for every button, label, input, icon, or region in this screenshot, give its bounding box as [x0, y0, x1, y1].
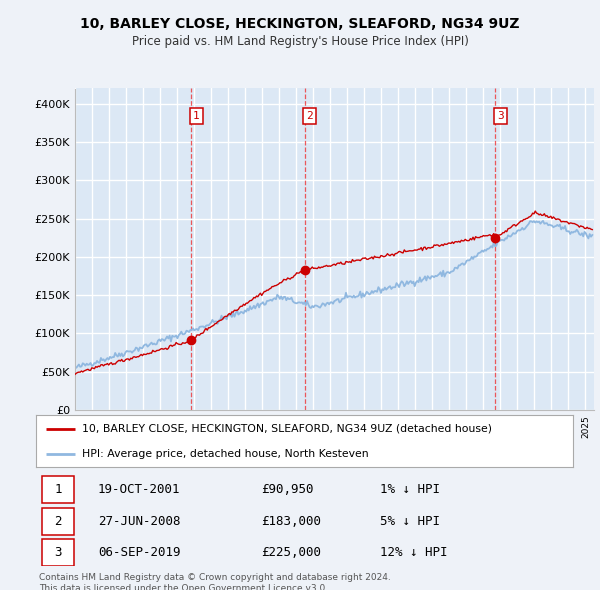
Text: HPI: Average price, detached house, North Kesteven: HPI: Average price, detached house, Nort… [82, 449, 368, 459]
Text: 3: 3 [54, 546, 62, 559]
Text: 1: 1 [193, 111, 200, 121]
Text: 19-OCT-2001: 19-OCT-2001 [98, 483, 180, 496]
Text: 27-JUN-2008: 27-JUN-2008 [98, 514, 180, 527]
FancyBboxPatch shape [43, 539, 74, 566]
Text: 3: 3 [497, 111, 504, 121]
Text: 10, BARLEY CLOSE, HECKINGTON, SLEAFORD, NG34 9UZ (detached house): 10, BARLEY CLOSE, HECKINGTON, SLEAFORD, … [82, 424, 491, 434]
Text: 10, BARLEY CLOSE, HECKINGTON, SLEAFORD, NG34 9UZ: 10, BARLEY CLOSE, HECKINGTON, SLEAFORD, … [80, 17, 520, 31]
Text: 2: 2 [54, 514, 62, 527]
Text: 1% ↓ HPI: 1% ↓ HPI [380, 483, 440, 496]
Text: £225,000: £225,000 [262, 546, 322, 559]
FancyBboxPatch shape [43, 508, 74, 535]
Text: Price paid vs. HM Land Registry's House Price Index (HPI): Price paid vs. HM Land Registry's House … [131, 35, 469, 48]
Text: 2: 2 [307, 111, 313, 121]
Text: 06-SEP-2019: 06-SEP-2019 [98, 546, 180, 559]
Text: 5% ↓ HPI: 5% ↓ HPI [380, 514, 440, 527]
Text: £183,000: £183,000 [262, 514, 322, 527]
Text: 1: 1 [54, 483, 62, 496]
Text: £90,950: £90,950 [262, 483, 314, 496]
FancyBboxPatch shape [43, 476, 74, 503]
Text: Contains HM Land Registry data © Crown copyright and database right 2024.
This d: Contains HM Land Registry data © Crown c… [39, 573, 391, 590]
Text: 12% ↓ HPI: 12% ↓ HPI [380, 546, 447, 559]
